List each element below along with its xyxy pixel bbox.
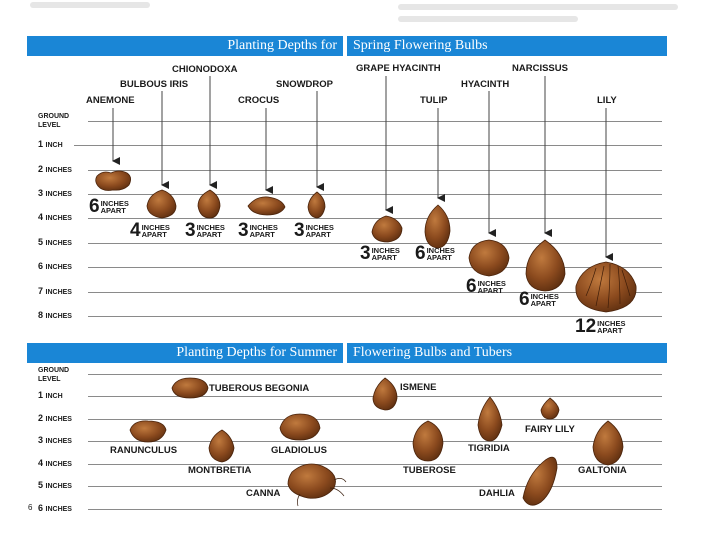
spring-title-right: Spring Flowering Bulbs [353,38,488,53]
summer-row-label-4: 4 INCHES [38,458,72,469]
summer-depth-line-2 [88,419,662,420]
row-label-3: 3 INCHES [38,188,72,199]
plant-label-snowdrop: SNOWDROP [276,79,333,90]
scan-artifact [398,16,578,22]
plant-label-anemone: ANEMONE [86,95,135,106]
plant-label-canna: CANNA [246,488,281,499]
row-label-ground: GROUND LEVEL [38,113,70,129]
plant-label-galtonia: GALTONIA [578,465,627,476]
row-label-1: 1 INCH [38,139,63,150]
spacing-lily: 12 INCHES APART [575,316,626,337]
spacing-grape-hyacinth: 3 INCHES APART [360,243,400,264]
spacing-anemone: 6 INCHES APART [89,196,129,217]
plant-label-dahlia: DAHLIA [479,488,515,499]
spacing-hyacinth: 6 INCHES APART [466,276,506,297]
depth-line-2 [88,170,662,171]
summer-banner-left: Planting Depths for Summer [27,343,343,363]
row-label-4: 4 INCHES [38,212,72,223]
summer-row-label-2: 2 INCHES [38,413,72,424]
plant-label-montbretia: MONTBRETIA [188,465,252,476]
ranunculus-tuber [129,420,167,443]
plant-label-tigridia: TIGRIDIA [468,443,510,454]
page-number: 6 [28,503,33,512]
galtonia-bulb [592,420,624,466]
depth-line-8 [88,316,662,317]
row-label-7: 7 INCHES [38,286,72,297]
ismene-bulb [372,377,398,411]
snowdrop-bulb [307,191,326,219]
plant-label-tuberous-begonia: TUBEROUS BEGONIA [209,383,310,394]
summer-ground-level-line [88,374,662,375]
summer-row-label-5: 5 INCHES [38,480,72,491]
plant-label-crocus: CROCUS [238,95,280,106]
ground-level-line [88,121,662,122]
narcissus-bulb [525,239,566,292]
canna-roots [296,478,347,507]
summer-row-label-1: 1 INCH [38,390,63,401]
plant-label-bulbous-iris: BULBOUS IRIS [120,79,189,90]
plant-label-ismene: ISMENE [400,382,437,393]
depth-line-1 [74,145,662,146]
spacing-tulip: 6 INCHES APART [415,243,455,264]
row-label-2: 2 INCHES [38,164,72,175]
bulbous-iris-bulb [146,189,177,219]
depth-line-5 [88,243,662,244]
spacing-narcissus: 6 INCHES APART [519,289,559,310]
plant-label-tuberose: TUBEROSE [403,465,456,476]
canna-rhizome [287,463,336,499]
gladiolus-corm [279,413,321,441]
depth-line-3 [88,194,662,195]
spring-banner-left: Planting Depths for [27,36,343,56]
montbretia-corm [208,429,235,463]
summer-title-right: Flowering Bulbs and Tubers [353,345,513,360]
spacing-chionodoxa: 3 INCHES APART [185,220,225,241]
summer-row-label-3: 3 INCHES [38,435,72,446]
row-label-6: 6 INCHES [38,261,72,272]
summer-title-left: Planting Depths for Summer [176,345,337,360]
spacing-bulbous-iris: 4 INCHES APART [130,220,170,241]
scan-artifact [398,4,678,10]
plant-label-lily: LILY [597,95,617,106]
plant-label-grape-hyacinth: GRAPE HYACINTH [356,63,441,74]
row-label-5: 5 INCHES [38,237,72,248]
plant-label-tulip: TULIP [420,95,448,106]
depth-line-7 [88,292,662,293]
anemone-bulb [95,170,131,191]
dahlia-tuber [522,456,558,506]
row-label-8: 8 INCHES [38,310,72,321]
tigridia-bulb [477,396,503,442]
spring-banner-right: Spring Flowering Bulbs [347,36,667,56]
fairy-lily-bulb [540,397,560,420]
plant-label-hyacinth: HYACINTH [461,79,510,90]
summer-depth-line-4 [88,464,662,465]
chionodoxa-bulb [197,189,221,219]
spacing-crocus: 3 INCHES APART [238,220,278,241]
grape-hyacinth-bulb [371,215,403,243]
tuberous-begonia-tuber [171,377,209,399]
summer-row-label-ground: GROUND LEVEL [38,367,70,383]
depth-line-6 [88,267,662,268]
summer-banner-right: Flowering Bulbs and Tubers [347,343,667,363]
summer-depth-line-5 [88,486,662,487]
lily-bulb-scales [585,263,631,309]
scan-artifact [30,2,150,8]
plant-label-gladiolus: GLADIOLUS [271,445,327,456]
summer-depth-line-6 [88,509,662,510]
plant-label-fairy-lily: FAIRY LILY [525,424,575,435]
tulip-bulb [424,204,451,249]
planting-arrows [112,76,613,261]
depth-line-4 [88,218,662,219]
crocus-corm [247,196,286,216]
plant-label-ranunculus: RANUNCULUS [110,445,178,456]
spacing-snowdrop: 3 INCHES APART [294,220,334,241]
summer-row-label-6: 6 INCHES [38,503,72,514]
plant-label-chionodoxa: CHIONODOXA [172,64,238,75]
tuberose-bulb [412,420,444,462]
plant-label-narcissus: NARCISSUS [512,63,568,74]
spring-title-left: Planting Depths for [227,38,337,53]
lily-bulb [575,261,637,313]
summer-depth-line-3 [88,441,662,442]
hyacinth-bulb [468,239,510,277]
